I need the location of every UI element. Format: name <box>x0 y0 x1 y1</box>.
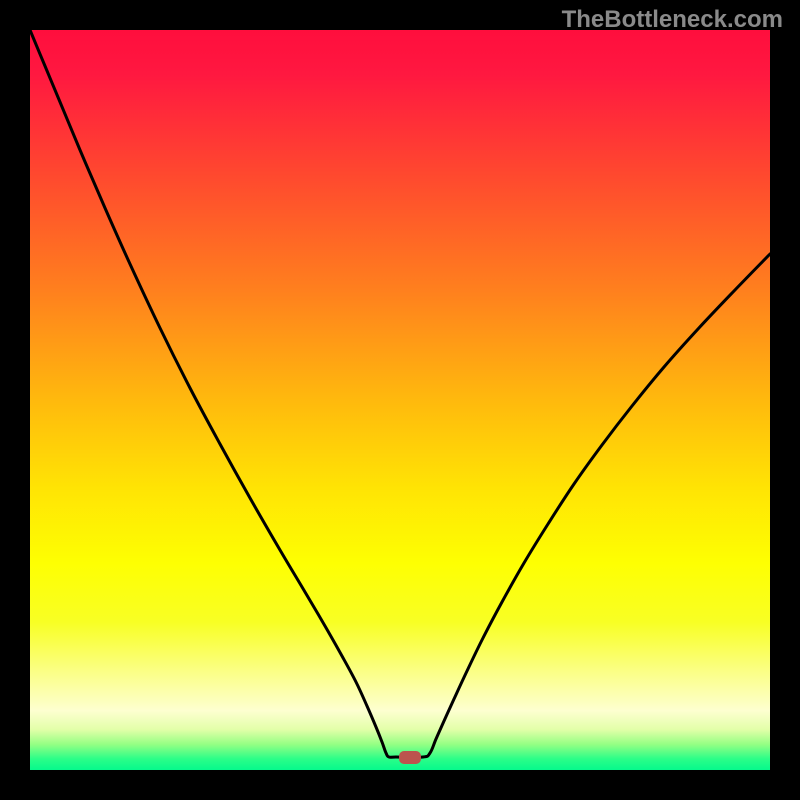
bottleneck-curve <box>30 30 770 770</box>
chart-frame: TheBottleneck.com <box>0 0 800 800</box>
optimal-point-marker <box>399 751 421 764</box>
watermark-label: TheBottleneck.com <box>562 6 783 34</box>
curve-path <box>30 30 770 757</box>
